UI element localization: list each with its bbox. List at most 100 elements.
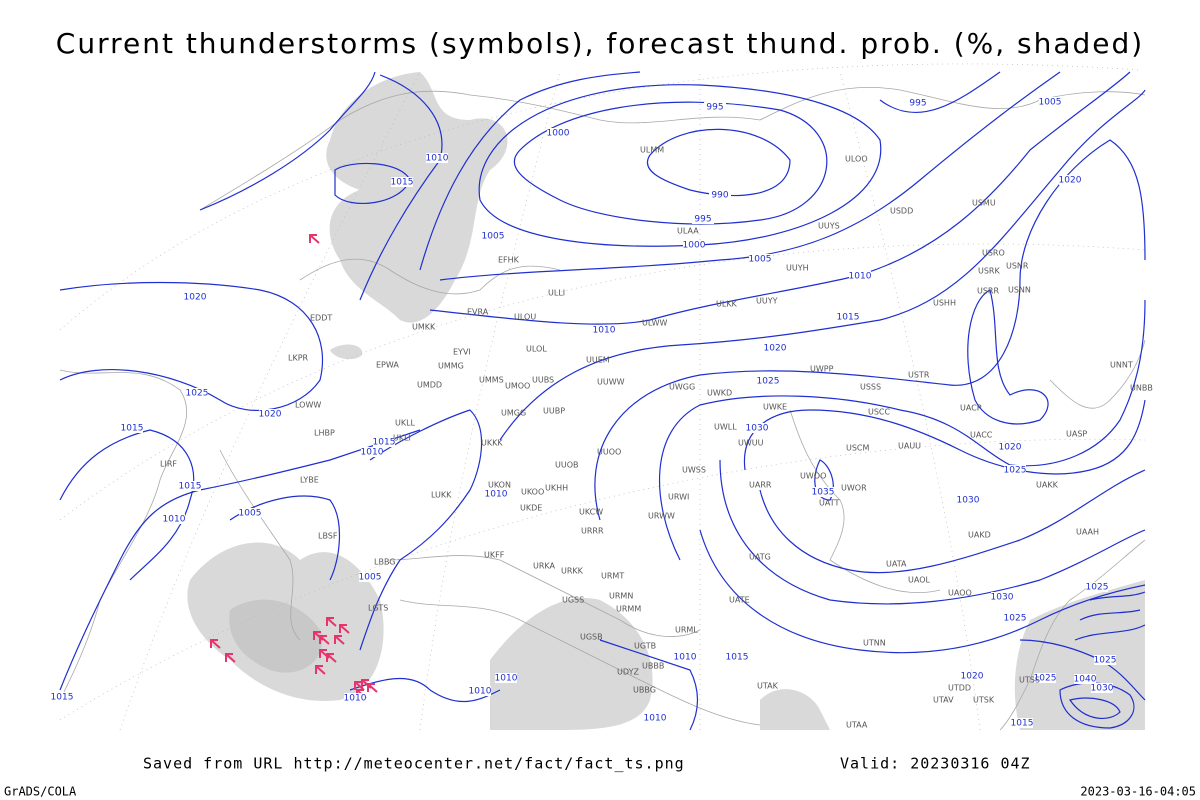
isobar-label: 1020	[184, 293, 207, 303]
station-label: UKLI	[393, 434, 411, 443]
isobar-label: 1010	[485, 490, 508, 500]
station-label: LYBE	[300, 476, 319, 485]
station-label: UMMS	[479, 376, 504, 385]
isobar-label: 1010	[469, 687, 492, 697]
isobar-label: 1025	[757, 377, 780, 387]
thunderstorm-symbol	[315, 665, 326, 675]
isobar-label-bg	[593, 325, 615, 335]
station-label: UMDD	[417, 381, 442, 390]
coastlines	[59, 87, 1146, 731]
station-label: EYVI	[453, 348, 471, 357]
station-label: UWSS	[682, 466, 706, 475]
station-label: EDDT	[310, 314, 332, 323]
isobar-label-bg	[391, 177, 413, 187]
station-label: LUKK	[431, 491, 452, 500]
station-label: UKCW	[579, 508, 603, 517]
station-label: UKHH	[545, 484, 568, 493]
station-label: USNN	[1008, 286, 1031, 295]
station-label: UUWW	[597, 378, 625, 387]
isobar-label: 1030	[991, 593, 1014, 603]
isobar-label: 1010	[163, 515, 186, 525]
isobar-label-bg	[259, 409, 281, 419]
isobar-label: 1020	[999, 443, 1022, 453]
station-label: URKA	[533, 562, 556, 571]
station-label: UWPP	[810, 365, 834, 374]
isobar-label-bg	[51, 692, 73, 702]
station-label: UKKK	[481, 439, 503, 448]
isobar-label: 1005	[1039, 98, 1062, 108]
station-label: LHBP	[314, 429, 335, 438]
station-label: UWOO	[800, 472, 826, 481]
isobar-label-bg	[1034, 673, 1056, 683]
isobar-label: 1000	[547, 129, 570, 139]
station-label: UUBP	[543, 407, 565, 416]
isobar-label-bg	[674, 652, 696, 662]
thunderstorm-symbol	[367, 683, 378, 693]
isobar-label-bg	[1086, 582, 1108, 592]
isobar-label-bg	[1039, 97, 1061, 107]
isobar-label-bg	[184, 292, 206, 302]
isobar-label: 1005	[359, 573, 382, 583]
station-label: UACP	[960, 404, 982, 413]
source-url: Saved from URL http://meteocenter.net/fa…	[143, 755, 685, 773]
station-label: UATA	[886, 560, 907, 569]
station-label: ULKK	[716, 300, 738, 309]
station-label: URMN	[609, 592, 633, 601]
station-label: LBBG	[374, 558, 396, 567]
station-label: ULMM	[640, 146, 664, 155]
isobar-label: 1025	[1004, 466, 1027, 476]
station-label: UUYY	[756, 297, 778, 306]
station-label: EPWA	[376, 361, 399, 370]
station-label: UKOO	[521, 488, 544, 497]
station-label: LBSF	[318, 532, 338, 541]
shade-area	[490, 598, 653, 730]
isobar-label-bg	[485, 489, 507, 499]
station-label: UUEM	[586, 356, 610, 365]
station-label: UDYZ	[617, 668, 639, 677]
isobar-label-bg	[344, 693, 366, 703]
shade-area	[229, 599, 322, 673]
station-label: UWGG	[669, 383, 695, 392]
station-label: USNR	[1006, 262, 1029, 271]
station-label: URWW	[648, 512, 675, 521]
station-label: UNNT	[1110, 361, 1133, 370]
station-label: UAOO	[948, 589, 972, 598]
isobar-label-bg	[1091, 683, 1113, 693]
isobar-label: 1005	[482, 232, 505, 242]
station-label: UTAV	[933, 696, 954, 705]
isobar-label-bg	[709, 190, 731, 200]
isobar-label: 1020	[1059, 176, 1082, 186]
isobar-label-bg	[239, 508, 261, 518]
station-label: LOWW	[295, 401, 321, 410]
shade-area	[326, 72, 508, 323]
station-label: ULOL	[526, 345, 547, 354]
station-label: UWKE	[763, 403, 787, 412]
isobar-label-bg	[186, 388, 208, 398]
station-label: UUOO	[597, 448, 621, 457]
station-label: UTAK	[757, 682, 779, 691]
station-label: ULWW	[642, 319, 667, 328]
station-label: UTSK	[973, 696, 995, 705]
isobar-label: 995	[694, 215, 711, 225]
isobar-label-bg	[764, 343, 786, 353]
station-label: UAKD	[968, 531, 991, 540]
isobar-label: 1025	[1034, 674, 1057, 684]
station-label: UBBB	[642, 662, 664, 671]
station-label: UAUU	[898, 442, 921, 451]
thunderstorm-symbol	[225, 653, 236, 663]
station-label: UWLL	[714, 423, 737, 432]
isobar-label: 1010	[644, 714, 667, 724]
station-label: ULOO	[845, 155, 868, 164]
station-label: USCC	[868, 408, 891, 417]
station-label: UWOR	[841, 484, 867, 493]
station-label: ULLI	[548, 289, 565, 298]
isobar-label-bg	[692, 214, 714, 224]
station-label: UARR	[749, 481, 772, 490]
station-label: UNBB	[1130, 384, 1153, 393]
isobar-label-bg	[1059, 175, 1081, 185]
isobar-label: 995	[706, 103, 723, 113]
station-label: UGSB	[580, 633, 603, 642]
thunderstorm-symbol	[326, 653, 337, 663]
isobar-label-bg	[1004, 613, 1026, 623]
